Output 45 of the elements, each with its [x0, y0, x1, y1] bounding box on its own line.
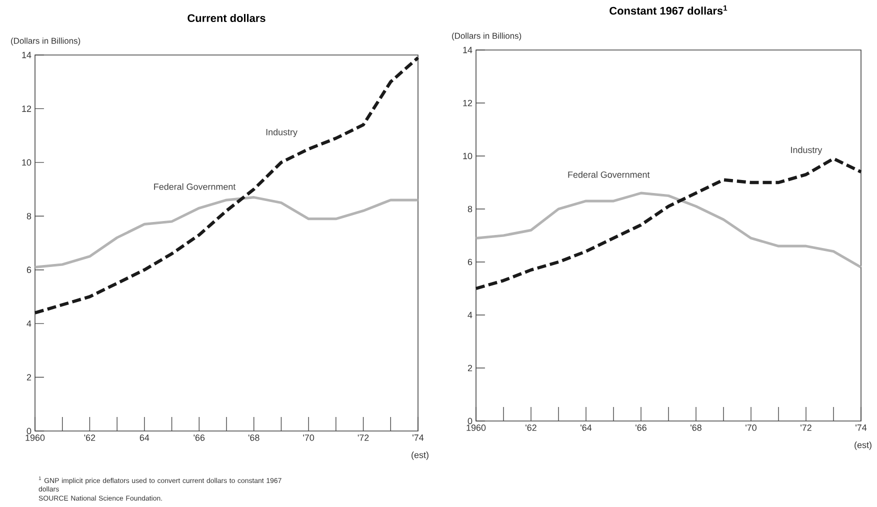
- line-series: [33, 56, 420, 314]
- y-axis-title: (Dollars in Billions): [452, 32, 522, 40]
- text: (est): [854, 442, 872, 450]
- y-tick-label: 12: [22, 106, 32, 112]
- y-tick-label: 6: [468, 258, 472, 266]
- x-tick-label: '68: [248, 434, 260, 441]
- y-tick-label: 4: [468, 312, 472, 318]
- line-series: [34, 196, 420, 268]
- y-tick-label: 8: [468, 206, 472, 212]
- text: (est): [412, 452, 428, 460]
- y-tick-label: 10: [22, 159, 32, 166]
- series-label: Industry: [266, 128, 298, 138]
- x-tick-label: '64: [580, 424, 592, 431]
- y-axis-title: (Dollars in Billions): [11, 38, 80, 46]
- series-label: Industry: [791, 146, 822, 155]
- x-tick-label: '72: [358, 434, 369, 441]
- x-tick-label: 1960: [26, 434, 45, 441]
- y-tick-label: 0: [26, 428, 32, 434]
- x-tick-label: '62: [84, 434, 96, 441]
- x-tick-label: '70: [746, 424, 757, 431]
- x-tick-label: '66: [636, 424, 646, 431]
- y-tick-label: 10: [463, 152, 472, 160]
- x-tick-label: '68: [690, 424, 702, 431]
- x-tick-label: '66: [194, 434, 205, 441]
- y-tick-label: 8: [26, 212, 32, 220]
- x-tick-label: '74: [856, 424, 867, 431]
- x-tick-label: 64: [140, 434, 150, 441]
- y-tick-label: 0: [468, 418, 472, 424]
- chart-title: Constant 1967 dollars$^{1}$: [610, 5, 728, 15]
- x-tick-label: '74: [412, 434, 424, 441]
- series-label: Federal Government: [568, 171, 650, 178]
- y-tick-label: 2: [468, 364, 472, 372]
- x-tick-label: '72: [800, 424, 812, 431]
- x-tick-label: '62: [526, 424, 536, 431]
- y-tick-label: 14: [463, 46, 472, 54]
- series-label: Federal Government: [154, 183, 236, 190]
- y-tick-label: 12: [463, 100, 472, 106]
- y-tick-label: 4: [26, 320, 32, 327]
- x-tick-label: 1960: [466, 424, 486, 431]
- line-series: [474, 192, 862, 269]
- y-tick-label: 6: [26, 266, 32, 274]
- y-tick-label: 2: [26, 374, 32, 380]
- chart-title: Current dollars: [188, 14, 266, 22]
- y-tick-label: 14: [22, 52, 32, 58]
- x-tick-label: '70: [303, 434, 314, 441]
